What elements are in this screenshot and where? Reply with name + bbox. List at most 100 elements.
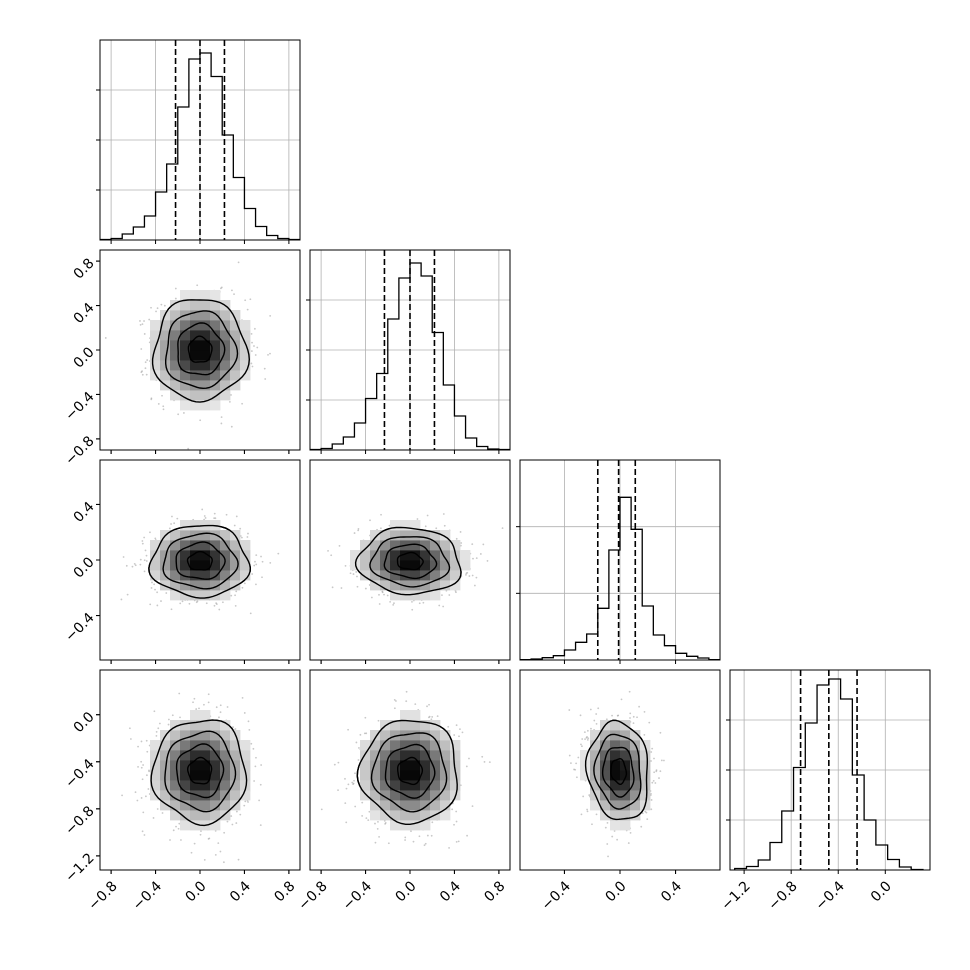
scatter-point bbox=[393, 698, 396, 701]
density-block bbox=[170, 330, 181, 341]
density-block bbox=[200, 560, 211, 571]
density-block bbox=[230, 560, 241, 571]
contour-line-3 bbox=[356, 719, 458, 825]
scatter-point bbox=[255, 563, 258, 566]
scatter-point bbox=[457, 840, 460, 843]
density-block bbox=[180, 560, 191, 571]
density-block bbox=[150, 340, 161, 351]
scatter-point bbox=[435, 527, 438, 530]
scatter-point bbox=[156, 604, 159, 607]
density-block bbox=[180, 350, 191, 361]
density-block bbox=[620, 810, 631, 821]
density-block bbox=[190, 750, 201, 761]
scatter-point bbox=[165, 592, 168, 594]
scatter-point bbox=[228, 400, 231, 403]
scatter-point bbox=[207, 701, 210, 704]
y-tick-label-3-3: 0.0 bbox=[71, 709, 98, 736]
scatter-point bbox=[405, 700, 408, 703]
contour-line-3 bbox=[584, 719, 648, 821]
density-block bbox=[210, 360, 221, 371]
density-block bbox=[410, 710, 421, 721]
scatter-point bbox=[168, 527, 171, 530]
scatter-point bbox=[170, 608, 173, 611]
density-block bbox=[170, 370, 181, 381]
scatter-point bbox=[125, 564, 128, 567]
density-block bbox=[390, 800, 401, 811]
scatter-point bbox=[650, 760, 652, 762]
density-block bbox=[150, 780, 161, 791]
scatter-point bbox=[361, 801, 364, 804]
density-block bbox=[190, 760, 201, 771]
scatter-point bbox=[250, 742, 253, 745]
density-block bbox=[220, 350, 231, 361]
density-block bbox=[180, 720, 191, 731]
scatter-point bbox=[581, 745, 583, 748]
density-block bbox=[450, 760, 461, 771]
scatter-point bbox=[590, 727, 592, 730]
scatter-point bbox=[473, 584, 476, 587]
scatter-point bbox=[160, 600, 162, 602]
scatter-point bbox=[213, 517, 216, 520]
y-tick-label-3-1: −0.8 bbox=[62, 803, 97, 838]
scatter-point bbox=[629, 717, 631, 719]
density-block bbox=[220, 780, 231, 791]
density-block bbox=[630, 750, 641, 761]
scatter-point bbox=[214, 853, 217, 856]
scatter-point bbox=[134, 564, 137, 567]
scatter-point bbox=[379, 527, 382, 530]
contour-line-2 bbox=[162, 532, 239, 590]
density-block bbox=[230, 350, 241, 361]
scatter-point bbox=[455, 810, 458, 813]
density-block bbox=[200, 740, 211, 751]
scatter-point bbox=[377, 820, 379, 823]
scatter-point bbox=[581, 738, 584, 740]
density-block bbox=[160, 580, 171, 591]
density-block bbox=[190, 380, 201, 391]
density-block bbox=[390, 540, 401, 551]
density-block bbox=[390, 550, 401, 561]
density-block bbox=[450, 770, 461, 781]
scatter-point bbox=[172, 829, 175, 832]
density-block bbox=[440, 540, 451, 551]
density-block bbox=[220, 730, 231, 741]
scatter-point bbox=[393, 602, 395, 605]
scatter-point bbox=[638, 705, 641, 708]
scatter-point bbox=[365, 817, 368, 820]
scatter-point bbox=[198, 707, 200, 710]
y-tick-label-1-4: 0.8 bbox=[71, 255, 98, 282]
scatter-point bbox=[356, 585, 359, 588]
density-block bbox=[450, 540, 461, 551]
density-block bbox=[210, 720, 221, 731]
scatter-point bbox=[193, 697, 196, 700]
scatter-point bbox=[139, 320, 141, 322]
scatter-point bbox=[156, 591, 159, 594]
density-block bbox=[210, 770, 221, 781]
scatter-point bbox=[220, 416, 223, 418]
scatter-point bbox=[357, 759, 360, 761]
density-block bbox=[220, 580, 231, 591]
scatter-point bbox=[144, 367, 147, 370]
density-block bbox=[420, 580, 431, 591]
scatter-point bbox=[253, 564, 256, 567]
density-block bbox=[370, 560, 381, 571]
density-block bbox=[220, 320, 231, 331]
density-block bbox=[210, 370, 221, 381]
scatter-point bbox=[104, 337, 107, 339]
scatter-point bbox=[269, 352, 271, 355]
scatter-point bbox=[447, 725, 450, 728]
density-block bbox=[440, 560, 451, 571]
scatter-point bbox=[234, 594, 236, 597]
density-block bbox=[430, 780, 441, 791]
scatter-point bbox=[199, 419, 202, 422]
density-block bbox=[400, 580, 411, 591]
density-block bbox=[230, 780, 241, 791]
scatter-point bbox=[243, 804, 246, 807]
density-block bbox=[620, 820, 631, 831]
scatter-point bbox=[269, 314, 272, 317]
density-block bbox=[240, 320, 251, 331]
scatter-point bbox=[345, 821, 348, 824]
scatter-point bbox=[441, 594, 443, 597]
density-block bbox=[370, 740, 381, 751]
scatter-point bbox=[579, 714, 582, 717]
contour-line-3 bbox=[148, 524, 252, 599]
